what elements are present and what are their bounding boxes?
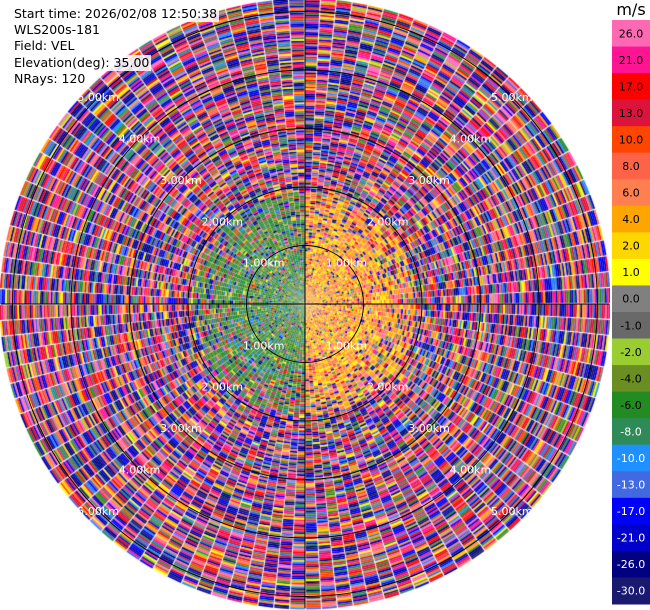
range-ring-label: 1.00km <box>243 257 285 270</box>
colorbar-swatch <box>612 577 650 605</box>
colorbar-swatch <box>612 126 650 154</box>
elevation-label: Elevation(deg): 35.00 <box>12 54 152 71</box>
colorbar-swatch <box>612 179 650 207</box>
range-ring-label: 3.00km <box>408 422 450 435</box>
range-ring-label: 5.00km <box>491 505 533 518</box>
colorbar-tick-label: -10.0 <box>617 452 645 465</box>
field-label: Field: VEL <box>12 38 77 55</box>
colorbar-swatch <box>612 232 650 260</box>
range-ring-label: 3.00km <box>160 174 202 187</box>
colorbar-tick-label: -13.0 <box>617 479 645 492</box>
colorbar-swatch <box>612 365 650 393</box>
range-ring-overlay: 1.00km 1.00km 1.00km 1.00km 2.00km 2.00km 2.00… <box>0 0 610 609</box>
range-ring-label: 5.00km <box>491 91 533 104</box>
colorbar-tick-label: -4.0 <box>620 372 641 385</box>
ppi-plot: 1.00km 1.00km 1.00km 1.00km 2.00km 2.00km 2.00… <box>0 0 610 610</box>
colorbar-tick-label: -6.0 <box>620 399 641 412</box>
range-ring-label: 5.00km <box>77 505 119 518</box>
colorbar-tick-label: -17.0 <box>617 505 645 518</box>
colorbar-tick-label: 6.0 <box>622 187 640 200</box>
range-ring-label: 4.00km <box>450 133 492 146</box>
range-ring-label: 4.00km <box>119 463 161 476</box>
start-time-label: Start time: 2026/02/08 12:50:38 <box>12 6 220 23</box>
range-ring-label: 1.00km <box>326 257 368 270</box>
range-ring-label: 5.00km <box>77 91 119 104</box>
colorbar-swatch <box>612 73 650 101</box>
colorbar-tick-label: 10.0 <box>619 133 644 146</box>
colorbar-swatch <box>612 312 650 340</box>
colorbar-swatch <box>612 205 650 233</box>
colorbar-tick-label: -21.0 <box>617 532 645 545</box>
range-ring <box>129 128 481 480</box>
colorbar-swatch <box>612 152 650 180</box>
range-ring <box>187 186 423 422</box>
colorbar-tick-label: -8.0 <box>620 425 641 438</box>
colorbar-tick-label: 8.0 <box>622 160 640 173</box>
colorbar-swatch <box>612 471 650 499</box>
colorbar-swatch <box>612 258 650 286</box>
colorbar-swatch <box>612 391 650 419</box>
colorbar-tick-label: -26.0 <box>617 558 645 571</box>
colorbar-swatch <box>612 99 650 127</box>
nrays-label: NRays: 120 <box>12 70 88 88</box>
range-ring <box>12 11 598 597</box>
colorbar-swatch <box>612 20 650 48</box>
colorbar-tick-label: -1.0 <box>620 319 641 332</box>
colorbar-tick-label: -30.0 <box>617 585 645 598</box>
range-ring <box>70 69 540 539</box>
range-ring-label: 2.00km <box>201 381 243 394</box>
range-ring-label: 2.00km <box>367 381 409 394</box>
colorbar-tick-label: -2.0 <box>620 346 641 359</box>
colorbar-tick-label: 17.0 <box>619 80 644 93</box>
colorbar-unit: m/s <box>616 0 646 19</box>
colorbar-swatch <box>612 338 650 366</box>
colorbar-tick-label: 1.0 <box>622 266 640 279</box>
scan-info-panel: Start time: 2026/02/08 12:50:38 WLS200s-… <box>12 6 220 88</box>
colorbar-tick-label: 2.0 <box>622 240 640 253</box>
colorbar-swatch <box>612 444 650 472</box>
range-ring-label: 4.00km <box>450 463 492 476</box>
colorbar-tick-label: 0.0 <box>622 293 640 306</box>
colorbar-swatch <box>612 524 650 552</box>
colorbar-swatch <box>612 418 650 446</box>
range-ring-label: 2.00km <box>201 215 243 228</box>
range-ring-label: 1.00km <box>326 339 368 352</box>
instrument-label: WLS200s-181 <box>12 22 102 39</box>
colorbar-tick-label: 4.0 <box>622 213 640 226</box>
colorbar-swatch <box>612 497 650 525</box>
colorbar-swatch <box>612 550 650 578</box>
range-ring-label: 2.00km <box>367 215 409 228</box>
colorbar-tick-label: 26.0 <box>619 27 644 40</box>
range-ring-label: 3.00km <box>160 422 202 435</box>
range-ring-label: 4.00km <box>119 133 161 146</box>
range-ring <box>246 245 364 363</box>
colorbar-swatch <box>612 46 650 74</box>
range-ring-label: 1.00km <box>243 339 285 352</box>
colorbar-tick-label: 13.0 <box>619 107 644 120</box>
range-ring-label: 3.00km <box>408 174 450 187</box>
colorbar-tick-label: 21.0 <box>619 54 644 67</box>
colorbar-swatch <box>612 285 650 313</box>
